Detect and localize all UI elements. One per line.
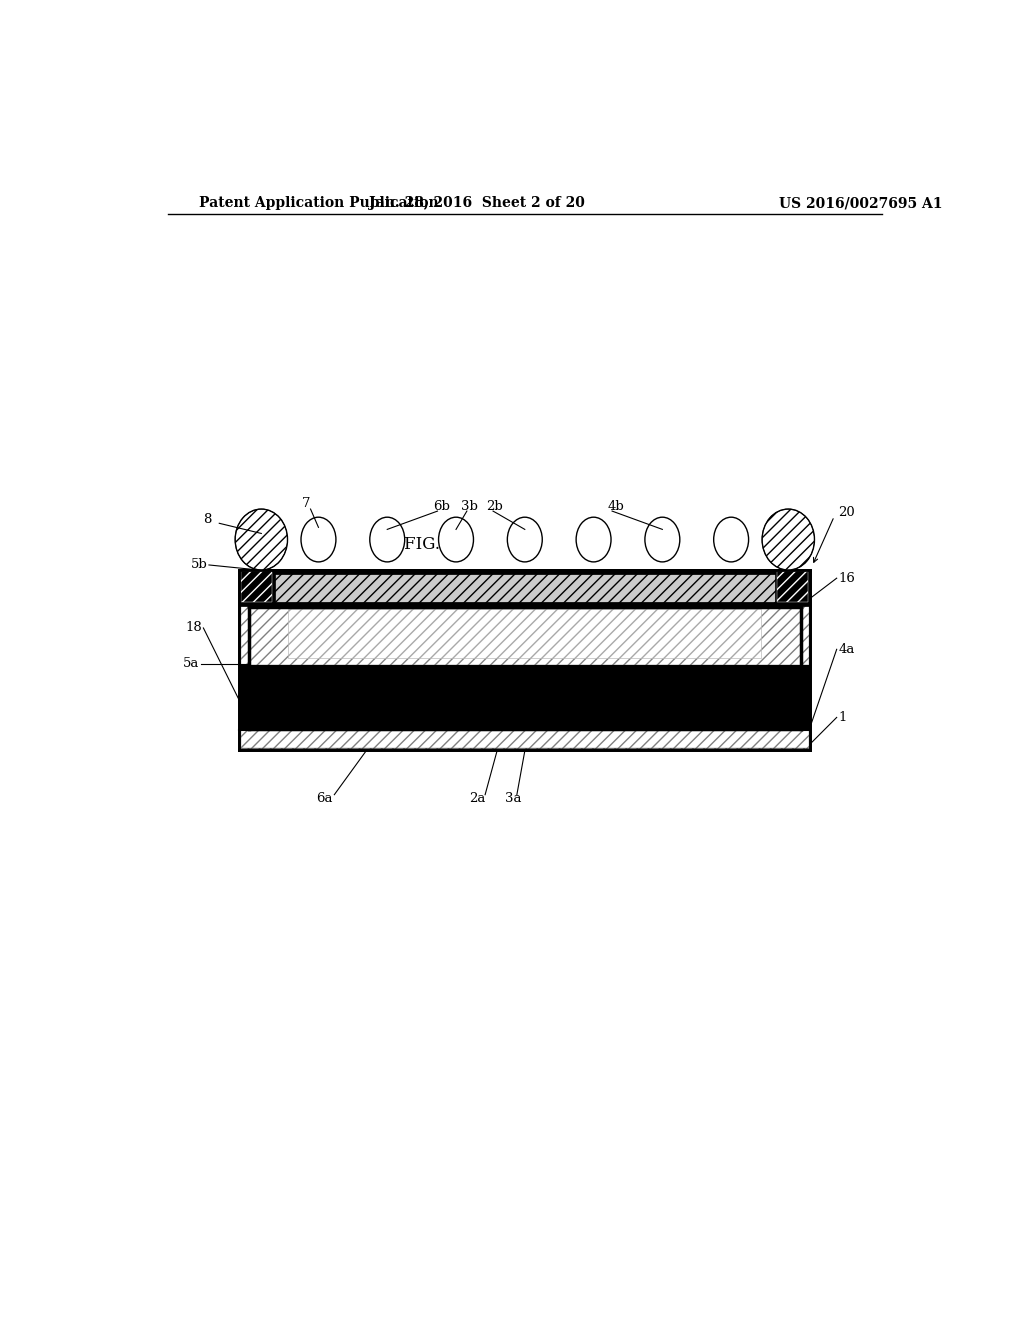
Text: 18: 18 — [185, 622, 202, 635]
Text: 3a: 3a — [505, 792, 521, 805]
Bar — [775, 569, 811, 602]
Text: US 2016/0027695 A1: US 2016/0027695 A1 — [778, 197, 942, 210]
Ellipse shape — [370, 517, 404, 562]
Text: 16: 16 — [839, 572, 855, 585]
Text: Patent Application Publication: Patent Application Publication — [200, 197, 439, 210]
Bar — [240, 569, 811, 574]
Bar — [240, 569, 274, 602]
Ellipse shape — [762, 510, 814, 570]
Text: 2b: 2b — [486, 499, 503, 512]
Ellipse shape — [645, 517, 680, 562]
Text: 2a: 2a — [469, 792, 485, 805]
Ellipse shape — [577, 517, 611, 562]
Ellipse shape — [236, 510, 288, 570]
Text: 1: 1 — [839, 711, 847, 723]
Bar — [241, 606, 809, 664]
Text: 5a: 5a — [183, 657, 200, 671]
Bar — [289, 609, 761, 659]
Text: 4b: 4b — [607, 499, 625, 512]
Bar — [240, 574, 811, 602]
Text: 7: 7 — [302, 498, 311, 511]
Ellipse shape — [438, 517, 473, 562]
Text: 8: 8 — [203, 512, 212, 525]
Bar — [240, 664, 811, 730]
Ellipse shape — [714, 517, 749, 562]
Text: FIG. 2: FIG. 2 — [403, 536, 456, 553]
Text: Jan. 28, 2016  Sheet 2 of 20: Jan. 28, 2016 Sheet 2 of 20 — [370, 197, 585, 210]
Text: 5b: 5b — [190, 558, 207, 572]
Text: 3b: 3b — [461, 499, 477, 512]
Text: 6a: 6a — [316, 792, 333, 805]
Text: 20: 20 — [839, 506, 855, 519]
Text: 6b: 6b — [433, 499, 450, 512]
Bar — [777, 572, 808, 602]
Bar — [241, 730, 809, 748]
Bar — [242, 572, 272, 602]
Text: 4a: 4a — [839, 643, 855, 656]
Ellipse shape — [507, 517, 543, 562]
Bar — [240, 602, 811, 606]
Ellipse shape — [301, 517, 336, 562]
Bar — [240, 570, 811, 750]
